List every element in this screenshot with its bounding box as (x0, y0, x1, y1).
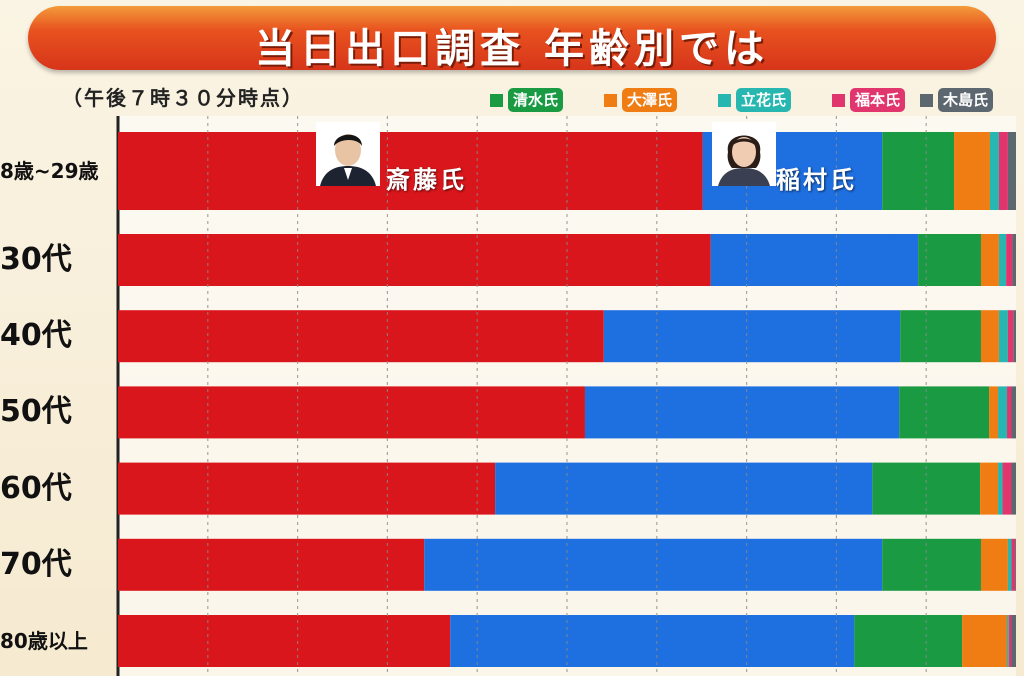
bar-kijima-3 (1011, 386, 1016, 439)
bar-saito-2 (118, 310, 604, 363)
chart-title: 当日出口調査 年齢別では (255, 26, 769, 72)
bar-inamura-3 (584, 386, 900, 439)
bar-saito-3 (118, 386, 585, 439)
saito-portrait-icon (316, 122, 380, 186)
bar-shimizu-2 (900, 310, 981, 363)
category-label: 30代 (0, 242, 72, 277)
legend: 清水氏 大澤氏 立花氏 福本氏 木島氏 (490, 88, 1020, 114)
bar-tachibana-5 (1007, 538, 1012, 591)
bar-kijima-0 (1007, 132, 1016, 210)
saito-name-label: 斎藤氏 (386, 166, 467, 194)
bar-kijima-4 (1011, 462, 1016, 515)
bar-fukumoto-3 (1007, 386, 1012, 439)
time-note: （午後７時３０分時点） (62, 86, 304, 110)
bar-saito-0 (118, 132, 703, 210)
category-label: 70代 (0, 546, 72, 582)
bar-osawa-2 (980, 310, 999, 363)
inamura-name-label: 稲村氏 (776, 166, 857, 194)
legend-swatch (920, 94, 933, 107)
bar-tachibana-2 (998, 310, 1008, 363)
bar-fukumoto-6 (1008, 615, 1012, 667)
bar-tachibana-0 (989, 132, 999, 210)
legend-swatch (604, 94, 617, 107)
bar-fukumoto-2 (1007, 310, 1014, 363)
legend-label: 木島氏 (938, 88, 994, 112)
category-label: 60代 (0, 470, 72, 506)
bar-osawa-0 (954, 132, 990, 210)
bar-osawa-4 (980, 462, 999, 515)
legend-label: 清水氏 (508, 88, 564, 112)
bar-saito-6 (118, 615, 451, 667)
bar-kijima-6 (1011, 615, 1016, 667)
legend-swatch (832, 94, 845, 107)
bar-kijima-1 (1012, 234, 1016, 286)
bar-shimizu-1 (918, 234, 981, 286)
legend-label: 立花氏 (736, 88, 792, 112)
bar-shimizu-6 (854, 615, 963, 667)
bar-tachibana-6 (1007, 615, 1009, 667)
legend-swatch (718, 94, 731, 107)
bar-fukumoto-4 (1002, 462, 1012, 515)
bar-saito-1 (118, 234, 711, 286)
bar-fukumoto-5 (1011, 538, 1016, 591)
legend-swatch (490, 94, 503, 107)
bar-tachibana-1 (998, 234, 1007, 286)
bar-inamura-6 (450, 615, 855, 667)
category-label: 8歳~29歳 (0, 159, 99, 183)
bar-inamura-2 (603, 310, 901, 363)
bar-shimizu-3 (899, 386, 990, 439)
bar-osawa-6 (962, 615, 1008, 667)
category-label: 40代 (0, 318, 72, 354)
bar-shimizu-5 (882, 538, 981, 591)
bar-kijima-5 (1015, 538, 1016, 591)
bar-inamura-5 (424, 538, 883, 591)
bar-inamura-4 (495, 462, 873, 515)
bar-saito-5 (118, 538, 425, 591)
bar-kijima-2 (1013, 310, 1016, 363)
category-label: 80歳以上 (0, 629, 88, 653)
bar-saito-4 (118, 462, 496, 515)
legend-label: 大澤氏 (622, 88, 678, 112)
bar-osawa-5 (980, 538, 1008, 591)
category-label: 50代 (0, 394, 72, 430)
bar-osawa-1 (980, 234, 999, 286)
bar-fukumoto-0 (998, 132, 1008, 210)
bar-inamura-1 (710, 234, 919, 286)
title-banner: 当日出口調査 年齢別では (28, 6, 996, 72)
bar-tachibana-4 (998, 462, 1003, 515)
legend-label: 福本氏 (850, 88, 906, 112)
bar-fukumoto-1 (1006, 234, 1013, 286)
inamura-portrait-icon (712, 122, 776, 186)
bar-osawa-3 (989, 386, 999, 439)
bar-tachibana-3 (998, 386, 1008, 439)
bar-shimizu-0 (882, 132, 955, 210)
